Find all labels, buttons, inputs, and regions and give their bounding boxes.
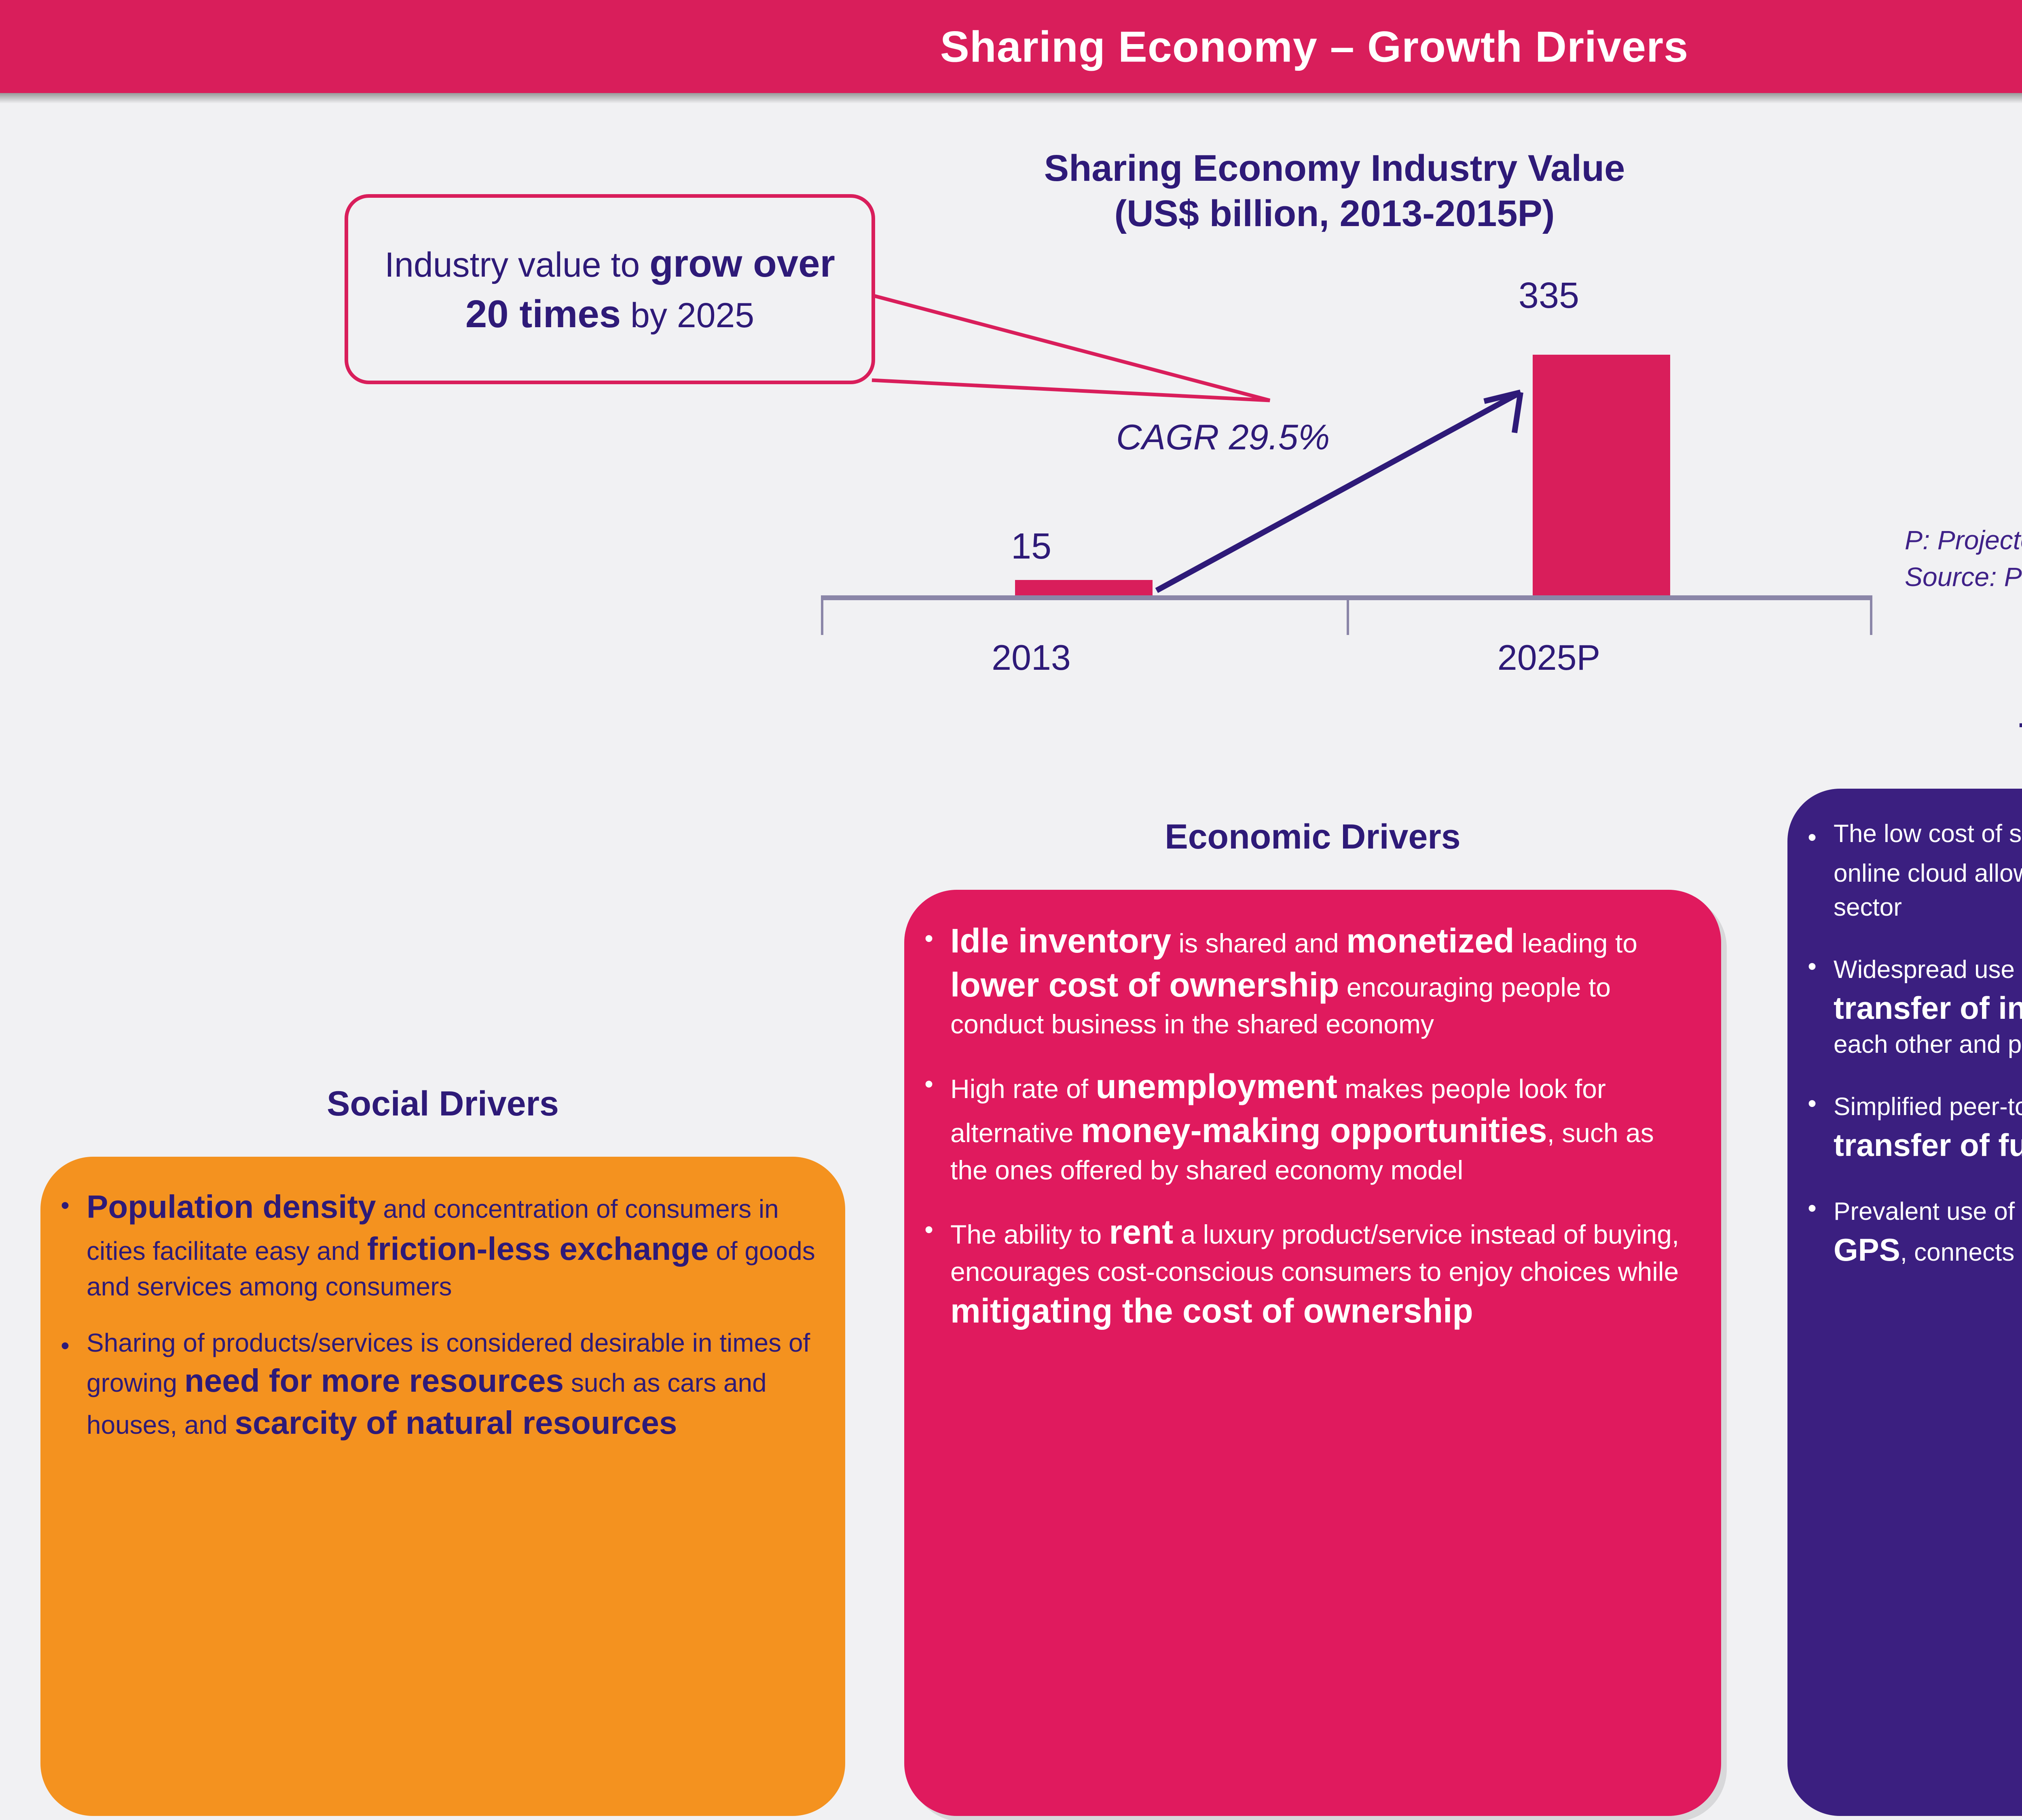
bullet-emphasis: Idle inventory (950, 922, 1172, 960)
social-bullet-list: • Population density and concentration of… (60, 1186, 819, 1444)
bullet-emphasis: transfer of information (1834, 990, 2022, 1026)
category-label-2025p: 2025P (1497, 637, 1601, 677)
bullet-text: Prevalent use of mobile devices with tec… (1834, 1189, 2022, 1271)
slide-title-bar: Sharing Economy – Growth Drivers (0, 0, 2022, 93)
list-item: • Simplified peer-to-peer payment system … (1807, 1084, 2022, 1166)
axis-tick-mid (1347, 600, 1349, 635)
title-bar-shadow (0, 93, 2022, 104)
bullet-run: , such as the ones offered by shared eco… (950, 1118, 1654, 1185)
bullet-dot-icon: • (924, 1070, 933, 1098)
bullet-emphasis: Population density (87, 1189, 376, 1225)
bullet-emphasis: easy transfer of funds (1834, 1127, 2022, 1163)
bullet-run: Prevalent use of (1834, 1197, 2022, 1225)
bar-2025p (1533, 355, 1670, 595)
category-label-2013: 2013 (992, 637, 1071, 677)
bullet-emphasis: unemployment (1096, 1067, 1337, 1106)
chart-source-note: P: Projected Source: Pwc (1905, 525, 2022, 592)
bullet-dot-icon: • (924, 925, 933, 952)
bullet-text: The low cost of shifting data computing … (1834, 818, 2022, 924)
bullet-run: The ability to (950, 1219, 1109, 1250)
bullet-dot-icon: • (924, 1216, 933, 1244)
bullet-run: in the shared economy sector (1834, 893, 1902, 921)
bullet-dot-icon: • (1808, 952, 1817, 980)
callout-suffix: by 2025 (621, 296, 755, 335)
bullet-run: Simplified peer-to-peer payment system a… (1834, 1092, 2022, 1121)
bullet-run: makes people look for alternative (950, 1074, 1606, 1148)
bullet-emphasis: friction-less exchange (367, 1231, 709, 1267)
bullet-dot-icon: • (61, 1332, 70, 1360)
bullet-run: of goods and services among consumers (87, 1236, 815, 1301)
social-drivers-heading: Social Drivers (327, 1084, 559, 1123)
list-item: • Widespread use of social networking sit… (1807, 947, 2022, 1061)
economic-bullet-list: • Idle inventory is shared and monetized … (924, 919, 1695, 1333)
list-item: • Prevalent use of mobile devices with te… (1807, 1189, 2022, 1271)
bullet-run: Widespread use of (1834, 955, 2022, 984)
bullet-text: Idle inventory is shared and monetized l… (950, 919, 1695, 1042)
bullet-run: , allowing people to connect with each o… (1834, 1031, 2022, 1059)
bullet-dot-icon: • (61, 1191, 70, 1219)
bullet-emphasis: lower cost of ownership (950, 966, 1339, 1004)
bullet-dot-icon: • (1808, 823, 1817, 851)
page-title: Sharing Economy – Growth Drivers (940, 22, 1689, 71)
bullet-emphasis: scarcity of natural resources (235, 1405, 677, 1441)
bullet-dot-icon: • (1808, 1194, 1817, 1222)
cagr-annotation: CAGR 29.5% (1116, 417, 1330, 457)
bar-value-2025p: 335 (1518, 275, 1580, 316)
bullet-text: High rate of unemployment makes people l… (950, 1064, 1695, 1187)
bullet-dot-icon: • (1808, 1089, 1817, 1117)
bullet-emphasis: mitigating the cost of ownership (950, 1292, 1473, 1330)
bullet-run: Sharing of products/services is consider… (87, 1328, 810, 1398)
bullet-text: Simplified peer-to-peer payment system a… (1834, 1084, 2022, 1166)
bullet-emphasis: need for more resources (184, 1363, 564, 1399)
economic-drivers-heading: Economic Drivers (1165, 817, 1461, 856)
callout-prefix: Industry value to (385, 245, 650, 285)
bullet-emphasis: monetized (1346, 922, 1514, 960)
bullet-emphasis: money-making opportunities (1081, 1111, 1547, 1150)
list-item: • The ability to rent a luxury product/se… (924, 1210, 1695, 1333)
bullet-text: Widespread use of social networking site… (1834, 947, 2022, 1061)
callout-emphasis: grow over 20 times (465, 242, 835, 336)
bullet-run: , connects people instantly to make a bu… (1900, 1238, 2022, 1267)
chart-axis-line (821, 595, 1872, 600)
list-item: • High rate of unemployment makes people … (924, 1064, 1695, 1187)
list-item: • The low cost of shifting data computing… (1807, 818, 2022, 924)
bar-value-2013: 15 (1011, 526, 1052, 567)
technological-bullet-list: • The low cost of shifting data computing… (1807, 818, 2022, 1271)
social-drivers-panel: • Population density and concentration of… (40, 1157, 845, 1816)
bullet-run: such as cars and houses, and (87, 1368, 767, 1440)
list-item: • Idle inventory is shared and monetized … (924, 919, 1695, 1042)
bullet-run: is shared and (1171, 928, 1347, 958)
bullet-run: High rate of (950, 1074, 1096, 1104)
technological-drivers-heading: Technological Driers (1787, 716, 2022, 756)
chart-title-line1: Sharing Economy Industry Value (1044, 148, 1625, 189)
bullet-emphasis: GPS (1834, 1232, 1900, 1268)
bullet-text: Sharing of products/services is consider… (87, 1326, 819, 1444)
economic-drivers-panel: • Idle inventory is shared and monetized … (904, 890, 1721, 1816)
axis-tick-right (1870, 600, 1872, 635)
growth-callout-text: Industry value to grow over 20 times by … (348, 239, 871, 340)
chart-plot-area (821, 251, 1872, 595)
axis-tick-left (821, 600, 823, 635)
technological-drivers-panel: • The low cost of shifting data computing… (1787, 789, 2022, 1816)
bullet-run: The low cost of shifting data computing … (1834, 820, 2022, 887)
bullet-run: encouraging people to conduct business i… (950, 972, 1611, 1039)
bullet-text: The ability to rent a luxury product/ser… (950, 1210, 1695, 1333)
bullet-emphasis: rent (1109, 1213, 1174, 1251)
bullet-text: Population density and concentration of … (87, 1186, 819, 1304)
chart-title: Sharing Economy Industry Value (US$ bill… (971, 146, 1698, 236)
bar-2013 (1015, 580, 1153, 595)
chart-title-line2: (US$ billion, 2013-2015P) (1114, 193, 1555, 235)
bullet-run: and concentration of consumers in cities… (87, 1194, 779, 1266)
bullet-run: leading to (1514, 928, 1638, 958)
growth-callout-bubble: Industry value to grow over 20 times by … (345, 194, 875, 384)
list-item: • Population density and concentration of… (60, 1186, 819, 1304)
bullet-run: a luxury product/service instead of buyi… (950, 1219, 1679, 1287)
list-item: • Sharing of products/services is conside… (60, 1326, 819, 1444)
